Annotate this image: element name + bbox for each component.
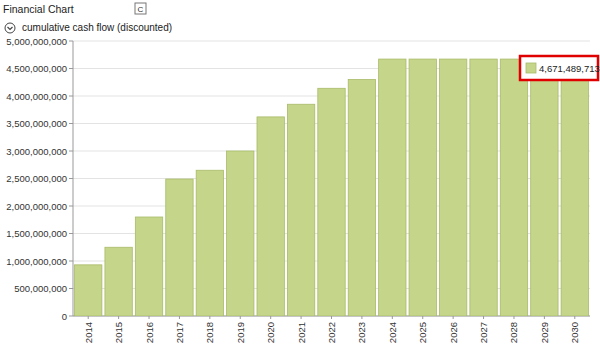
y-grid: 0 500,000,000 1,000,000,000 1,500,000,000 2,… <box>6 36 590 322</box>
y-axis-line <box>73 41 74 316</box>
x-tick <box>270 316 271 319</box>
y-tick <box>69 233 73 234</box>
x-tick <box>301 316 302 319</box>
y-tick <box>69 151 73 152</box>
y-tick-label: 1,000,000,000 <box>6 256 67 267</box>
x-tick <box>361 316 362 319</box>
x-tick <box>513 316 514 319</box>
y-tick-label: 5,000,000,000 <box>6 36 67 47</box>
chart-root: Financial Chart Ccumulative cash flow (di… <box>0 0 600 362</box>
grid-line <box>73 41 590 42</box>
x-tick <box>118 316 119 319</box>
bar <box>166 179 193 316</box>
y-tick <box>69 96 73 97</box>
header: Financial Chart <box>3 3 74 15</box>
title: cumulative cash flow (discounted) <box>22 22 172 33</box>
bar <box>318 88 345 316</box>
x-tick-label: 2028 <box>508 322 519 343</box>
bar <box>409 59 436 316</box>
x-tick <box>179 316 180 319</box>
annotation-text: 4,671,489,713 <box>539 63 600 74</box>
x-tick <box>392 316 393 319</box>
x-tick-label: 2024 <box>387 322 398 343</box>
header-button-label[interactable]: C <box>138 5 144 14</box>
x-tick-label: 2025 <box>417 322 428 343</box>
y-tick-label: 1,500,000,000 <box>6 228 67 239</box>
bar <box>287 104 314 316</box>
x-tick-label: 2017 <box>174 322 185 343</box>
y-tick <box>69 316 73 317</box>
x-tick-label: 2029 <box>539 322 550 343</box>
bar <box>531 59 558 316</box>
x-tick-label: 2014 <box>83 322 94 343</box>
x-tick-label: 2027 <box>478 322 489 343</box>
bar <box>227 151 254 316</box>
x-tick <box>422 316 423 319</box>
x-tick <box>88 316 89 319</box>
x-tick-label: 2020 <box>265 322 276 343</box>
value-annotation: 4,671,489,713 <box>520 56 600 80</box>
y-tick-label: 3,000,000,000 <box>6 146 67 157</box>
x-tick <box>453 316 454 319</box>
bars <box>75 59 589 316</box>
annotation-swatch <box>526 63 536 73</box>
y-tick-label: 0 <box>62 311 67 322</box>
x-tick <box>574 316 575 319</box>
y-tick <box>69 41 73 42</box>
x-tick-label: 2026 <box>448 322 459 343</box>
bar <box>75 265 102 316</box>
bar <box>196 170 223 316</box>
y-tick <box>69 178 73 179</box>
y-tick-label: 4,500,000,000 <box>6 63 67 74</box>
bar <box>105 247 132 316</box>
x-tick-label: 2030 <box>569 322 580 343</box>
x-tick <box>240 316 241 319</box>
y-tick <box>69 261 73 262</box>
x-tick-label: 2019 <box>235 322 246 343</box>
y-tick-label: 3,500,000,000 <box>6 118 67 129</box>
x-tick-label: 2021 <box>296 322 307 343</box>
bar <box>348 80 375 317</box>
bar <box>379 59 406 316</box>
x-tick <box>331 316 332 319</box>
chart-svg: Financial Chart Ccumulative cash flow (di… <box>0 0 600 362</box>
collapse-chevron <box>8 27 13 30</box>
x-tick <box>209 316 210 319</box>
bar <box>135 217 162 316</box>
y-tick-label: 2,500,000,000 <box>6 173 67 184</box>
x-tick-label: 2022 <box>326 322 337 343</box>
x-tick-label: 2023 <box>356 322 367 343</box>
y-tick <box>69 68 73 69</box>
y-tick <box>69 206 73 207</box>
bar <box>257 117 284 316</box>
x-tick-label: 2016 <box>144 322 155 343</box>
y-tick-label: 4,000,000,000 <box>6 91 67 102</box>
collapse-icon[interactable] <box>5 23 15 33</box>
x-tick-label: 2015 <box>113 322 124 343</box>
x-tick <box>483 316 484 319</box>
x-tick <box>149 316 150 319</box>
y-tick <box>69 288 73 289</box>
bar <box>439 59 466 316</box>
bar <box>500 59 527 316</box>
y-tick-label: 2,000,000,000 <box>6 201 67 212</box>
x-labels: 2014 2015 2016 2017 2018 2019 2020 2021 2022 2023… <box>83 316 581 343</box>
x-tick-label: 2018 <box>204 322 215 343</box>
y-tick <box>69 123 73 124</box>
bar <box>470 59 497 316</box>
x-tick <box>544 316 545 319</box>
header-button[interactable] <box>135 3 146 14</box>
y-tick-label: 500,000,000 <box>14 283 67 294</box>
bar <box>561 59 588 316</box>
